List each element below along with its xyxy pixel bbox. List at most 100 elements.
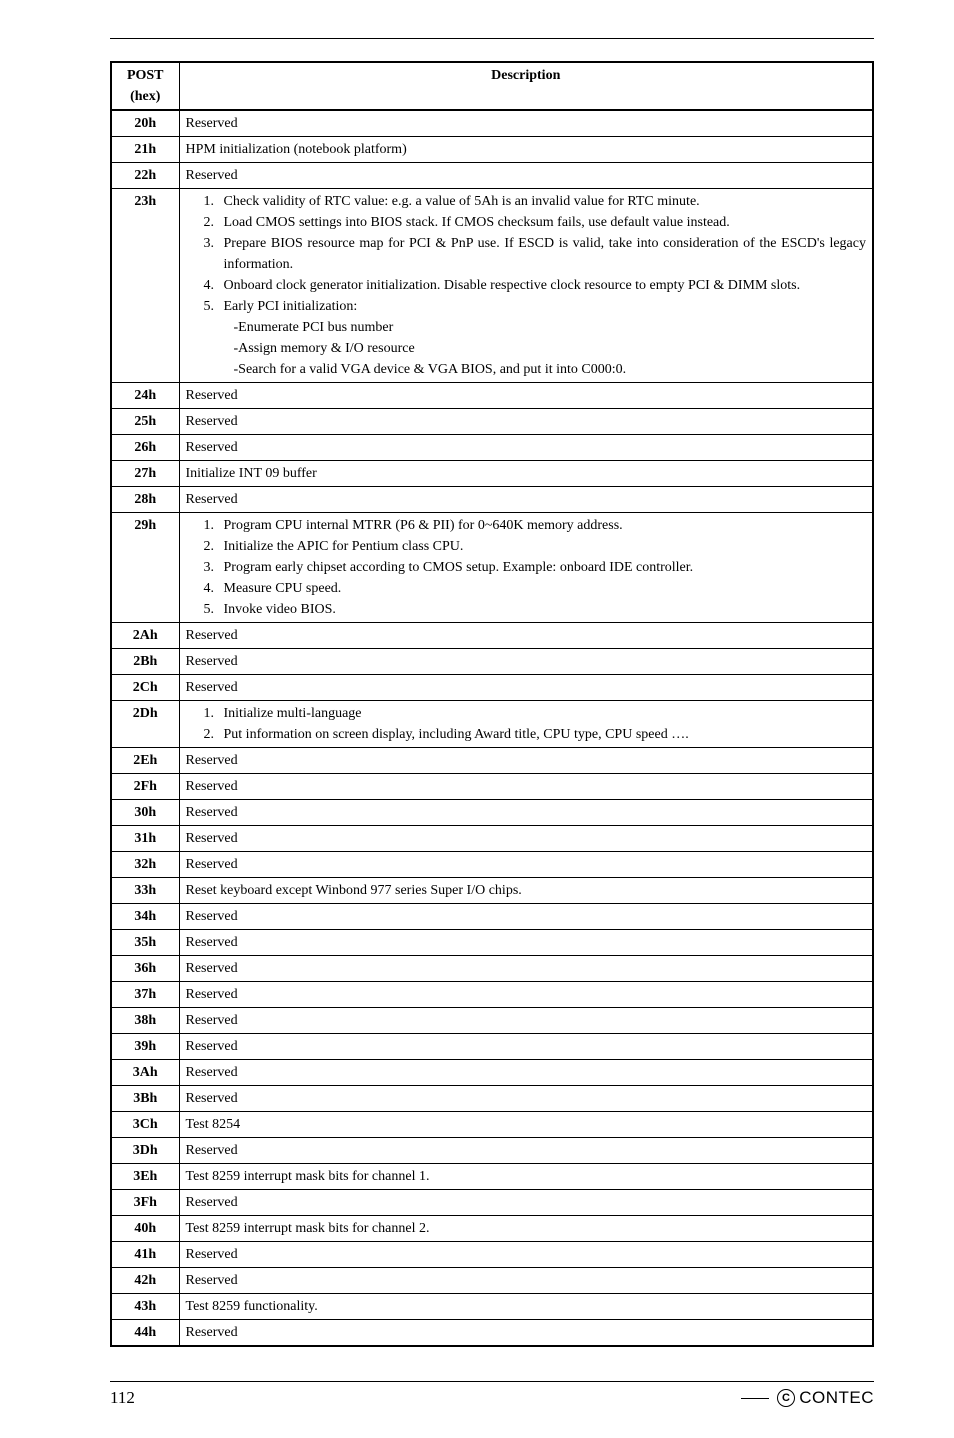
table-row: 2FhReserved (111, 774, 873, 800)
post-description: Reserved (179, 904, 873, 930)
table-row: 39hReserved (111, 1034, 873, 1060)
step-item: Initialize the APIC for Pentium class CP… (218, 536, 867, 557)
post-code: 2Dh (111, 701, 179, 748)
post-description: Program CPU internal MTRR (P6 & PII) for… (179, 513, 873, 623)
post-description: Reserved (179, 774, 873, 800)
table-row: 42hReserved (111, 1268, 873, 1294)
table-row: 28h Reserved (111, 487, 873, 513)
post-code: 3Dh (111, 1138, 179, 1164)
table-row: 3FhReserved (111, 1190, 873, 1216)
post-code: 25h (111, 409, 179, 435)
post-code: 21h (111, 137, 179, 163)
post-description: Reserved (179, 1242, 873, 1268)
table-row: 36hReserved (111, 956, 873, 982)
table-row: 2DhInitialize multi-languagePut informat… (111, 701, 873, 748)
post-description: Reserved (179, 1138, 873, 1164)
post-description: Initialize INT 09 buffer (179, 461, 873, 487)
step-item: Program early chipset according to CMOS … (218, 557, 867, 578)
post-description: Reserved (179, 1086, 873, 1112)
post-code: 33h (111, 878, 179, 904)
post-description: Reserved (179, 982, 873, 1008)
post-description: Reserved (179, 956, 873, 982)
table-row: 3ChTest 8254 (111, 1112, 873, 1138)
table-row: 25hReserved (111, 409, 873, 435)
table-row: 2EhReserved (111, 748, 873, 774)
post-description: Test 8259 interrupt mask bits for channe… (179, 1164, 873, 1190)
post-description: Reserved (179, 649, 873, 675)
post-code: 2Bh (111, 649, 179, 675)
post-code: 31h (111, 826, 179, 852)
brand-text: CONTEC (799, 1388, 874, 1408)
table-row: 26hReserved (111, 435, 873, 461)
col-header-post-label: POST (127, 68, 164, 83)
step-item: Measure CPU speed. (218, 578, 867, 599)
col-header-post: POST (hex) (111, 62, 179, 110)
step-item: Put information on screen display, inclu… (218, 724, 867, 745)
post-description: Reserved (179, 1008, 873, 1034)
post-code: 2Ah (111, 623, 179, 649)
post-description: Reserved (179, 1268, 873, 1294)
footer: 112 C CONTEC (110, 1381, 874, 1408)
step-item: Prepare BIOS resource map for PCI & PnP … (218, 233, 867, 275)
table-row: 21hHPM initialization (notebook platform… (111, 137, 873, 163)
step-list: Initialize multi-languagePut information… (186, 703, 867, 745)
table-row: 20hReserved (111, 110, 873, 137)
post-code: 29h (111, 513, 179, 623)
table-header-row: POST (hex) Description (111, 62, 873, 110)
brand: C CONTEC (741, 1388, 874, 1408)
table-row: 34hReserved (111, 904, 873, 930)
post-description: Reserved (179, 748, 873, 774)
post-description: Reserved (179, 852, 873, 878)
post-code: 3Fh (111, 1190, 179, 1216)
post-description: Reserved (179, 826, 873, 852)
table-body: 20hReserved21hHPM initialization (notebo… (111, 110, 873, 1346)
page: POST (hex) Description 20hReserved21hHPM… (0, 0, 954, 1438)
post-code: 2Eh (111, 748, 179, 774)
post-description: Check validity of RTC value: e.g. a valu… (179, 189, 873, 383)
col-header-post-sub: (hex) (130, 89, 160, 104)
post-description: Reserved (179, 383, 873, 409)
post-code: 3Eh (111, 1164, 179, 1190)
post-description: Test 8259 interrupt mask bits for channe… (179, 1216, 873, 1242)
post-description: Reserved (179, 675, 873, 701)
post-description: Reserved (179, 409, 873, 435)
post-code: 22h (111, 163, 179, 189)
table-row: 3BhReserved (111, 1086, 873, 1112)
post-code: 3Ch (111, 1112, 179, 1138)
table-row: 22hReserved (111, 163, 873, 189)
post-code: 28h (111, 487, 179, 513)
post-description: Reserved (179, 487, 873, 513)
table-row: 27hInitialize INT 09 buffer (111, 461, 873, 487)
post-code: 24h (111, 383, 179, 409)
step-subline: -Search for a valid VGA device & VGA BIO… (186, 359, 867, 380)
post-table: POST (hex) Description 20hReserved21hHPM… (110, 61, 874, 1347)
post-description: Initialize multi-languagePut information… (179, 701, 873, 748)
footer-row: 112 C CONTEC (110, 1388, 874, 1408)
post-code: 20h (111, 110, 179, 137)
table-row: 35hReserved (111, 930, 873, 956)
post-description: Reserved (179, 1190, 873, 1216)
table-row: 44hReserved (111, 1320, 873, 1347)
post-description: Reserved (179, 800, 873, 826)
table-row: 23hCheck validity of RTC value: e.g. a v… (111, 189, 873, 383)
post-description: Reserved (179, 930, 873, 956)
table-row: 31hReserved (111, 826, 873, 852)
post-code: 43h (111, 1294, 179, 1320)
post-code: 39h (111, 1034, 179, 1060)
table-row: 33hReset keyboard except Winbond 977 ser… (111, 878, 873, 904)
step-list: Program CPU internal MTRR (P6 & PII) for… (186, 515, 867, 620)
post-code: 44h (111, 1320, 179, 1347)
table-row: 24hReserved (111, 383, 873, 409)
post-description: Reserved (179, 623, 873, 649)
table-row: 2ChReserved (111, 675, 873, 701)
table-row: 32hReserved (111, 852, 873, 878)
post-description: Reserved (179, 110, 873, 137)
post-code: 41h (111, 1242, 179, 1268)
table-row: 38hReserved (111, 1008, 873, 1034)
post-code: 32h (111, 852, 179, 878)
post-code: 36h (111, 956, 179, 982)
table-row: 3EhTest 8259 interrupt mask bits for cha… (111, 1164, 873, 1190)
step-subline: -Assign memory & I/O resource (186, 338, 867, 359)
post-code: 26h (111, 435, 179, 461)
step-item: Onboard clock generator initialization. … (218, 275, 867, 296)
